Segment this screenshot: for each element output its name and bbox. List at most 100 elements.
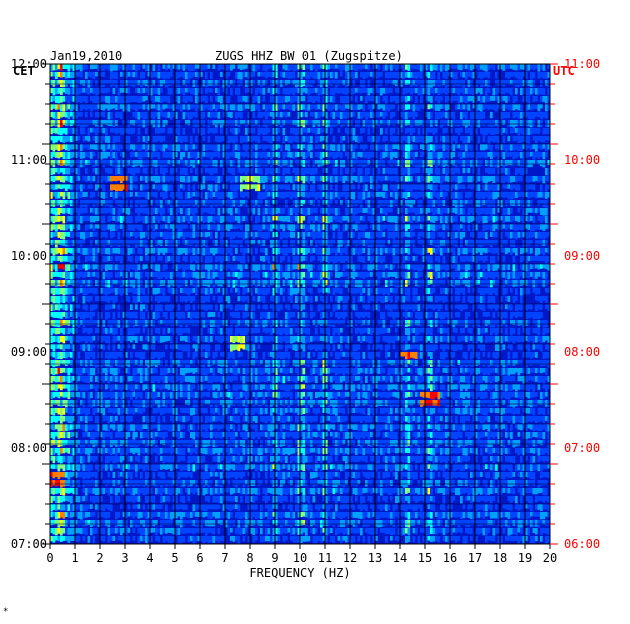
heatmap-cell (82, 144, 86, 149)
heatmap-cell (505, 232, 508, 237)
heatmap-cell (232, 168, 236, 176)
heatmap-cell (445, 176, 448, 182)
heatmap-cell (282, 128, 286, 136)
heatmap-cell (315, 224, 318, 231)
heatmap-cell (195, 256, 198, 263)
heatmap-cell (485, 88, 488, 96)
heatmap-cell (205, 200, 208, 207)
heatmap-cell (317, 176, 321, 182)
heatmap-cell (365, 264, 368, 269)
heatmap-cell (65, 256, 68, 262)
heatmap-cell (182, 200, 186, 207)
heatmap-cell (70, 152, 73, 159)
heatmap-cell (185, 160, 188, 166)
heatmap-cell (52, 184, 56, 191)
heatmap-cell (350, 152, 353, 160)
heatmap-cell (225, 216, 228, 222)
heatmap-cell (350, 64, 353, 70)
heatmap-cell (295, 144, 298, 150)
heatmap-cell (412, 88, 416, 94)
heatmap-cell (125, 200, 128, 207)
heatmap-cell (357, 208, 361, 214)
heatmap-cell (487, 152, 491, 157)
heatmap-cell (217, 120, 221, 125)
heatmap-cell (215, 184, 218, 192)
heatmap-cell (265, 112, 268, 120)
heatmap-cell (147, 288, 151, 295)
heatmap-cell (212, 168, 216, 174)
heatmap-cell (515, 152, 518, 159)
heatmap-cell (412, 256, 416, 261)
heatmap-cell (85, 232, 88, 239)
heatmap-cell (100, 216, 103, 224)
heatmap-cell (415, 280, 418, 287)
heatmap-cell (512, 256, 516, 263)
heatmap-cell (470, 216, 473, 223)
heatmap-cell (265, 192, 268, 199)
heatmap-cell (475, 216, 478, 222)
heatmap-cell (155, 152, 158, 157)
heatmap-cell (212, 120, 216, 126)
heatmap-cell (245, 272, 248, 278)
heatmap-cell (235, 72, 238, 79)
heatmap-cell (442, 192, 446, 199)
heatmap-cell (235, 88, 238, 95)
heatmap-cell (322, 216, 326, 223)
heatmap-cell (432, 152, 436, 159)
heatmap-cell (422, 120, 426, 127)
heatmap-cell (372, 168, 376, 176)
heatmap-cell (380, 152, 383, 160)
heatmap-cell (547, 232, 551, 237)
heatmap-cell (342, 224, 346, 232)
heatmap-cell (292, 88, 296, 96)
heatmap-cell (227, 272, 231, 277)
heatmap-cell (442, 88, 446, 93)
heatmap-cell (97, 88, 101, 95)
heatmap-cell (367, 112, 371, 118)
heatmap-cell (370, 256, 373, 263)
heatmap-cell (422, 224, 426, 230)
heatmap-cell (92, 232, 96, 237)
heatmap-cell (192, 216, 196, 223)
heatmap-cell (275, 232, 278, 238)
heatmap-cell (50, 176, 53, 182)
heatmap-cell (217, 288, 221, 293)
heatmap-cell (200, 280, 203, 286)
heatmap-cell (217, 184, 221, 190)
heatmap-cell (122, 128, 126, 135)
heatmap-cell (372, 72, 376, 78)
heatmap-cell (522, 208, 526, 215)
heatmap-cell (312, 200, 316, 207)
heatmap-cell (345, 176, 348, 181)
heatmap-cell (487, 184, 491, 192)
heatmap-cell (70, 208, 73, 215)
heatmap-cell (415, 64, 418, 70)
heatmap-cell (382, 272, 386, 278)
heatmap-cell (437, 208, 441, 214)
heatmap-cell (282, 184, 286, 190)
heatmap-cell (225, 176, 228, 182)
heatmap-cell (60, 272, 63, 278)
heatmap-cell (390, 216, 393, 223)
heatmap-cell (320, 240, 323, 246)
heatmap-cell (177, 72, 181, 79)
heatmap-cell (190, 232, 193, 239)
heatmap-cell (315, 232, 318, 239)
heatmap-cell (385, 72, 388, 78)
heatmap-cell (382, 200, 386, 207)
heatmap-cell (132, 72, 136, 78)
heatmap-cell (215, 104, 218, 112)
heatmap-cell (307, 80, 311, 87)
heatmap-cell (437, 152, 441, 160)
heatmap-cell (110, 208, 113, 215)
heatmap-cell (207, 136, 211, 143)
heatmap-cell (352, 144, 356, 151)
heatmap-cell (525, 256, 528, 264)
heatmap-cell (157, 112, 161, 120)
heatmap-cell (137, 288, 141, 296)
heatmap-cell (295, 280, 298, 286)
heatmap-cell (307, 152, 311, 157)
heatmap-cell (350, 144, 353, 152)
heatmap-cell (272, 232, 276, 238)
heatmap-cell (140, 112, 143, 118)
